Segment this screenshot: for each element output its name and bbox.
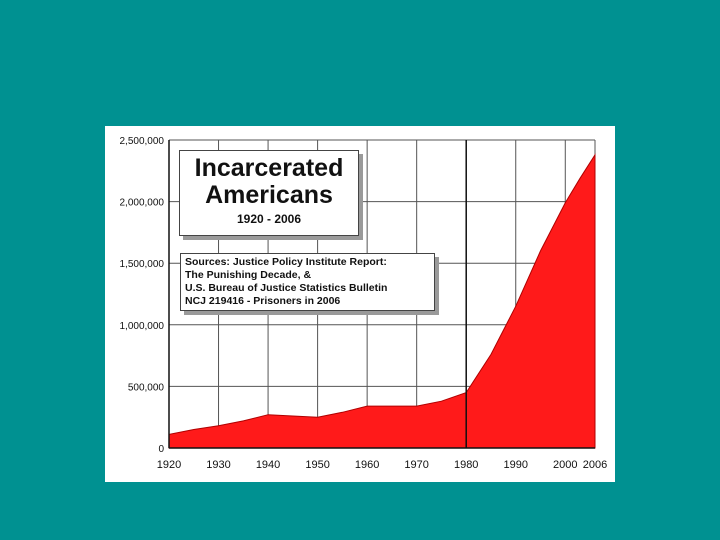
y-tick-label: 2,500,000 bbox=[120, 136, 165, 147]
chart-title-box: Incarcerated Americans 1920 - 2006 bbox=[179, 150, 359, 236]
y-tick-label: 500,000 bbox=[128, 382, 165, 393]
x-tick-label: 1950 bbox=[305, 459, 329, 471]
x-tick-label: 2006 bbox=[583, 459, 607, 471]
x-tick-label: 1930 bbox=[206, 459, 230, 471]
x-tick-label: 1960 bbox=[355, 459, 379, 471]
source-line-3: U.S. Bureau of Justice Statistics Bullet… bbox=[185, 282, 388, 294]
chart-subtitle: 1920 - 2006 bbox=[236, 212, 302, 226]
x-tick-label: 2000 bbox=[553, 459, 577, 471]
chart-panel: 0 500,000 1,000,000 1,500,000 2,000,000 2,500… bbox=[105, 126, 615, 482]
sources-box: Sources: Justice Policy Institute Report… bbox=[180, 253, 435, 311]
x-tick-label: 1920 bbox=[157, 459, 181, 471]
chart-title-line-2: Americans bbox=[205, 181, 333, 209]
x-tick-label: 1980 bbox=[454, 459, 478, 471]
y-tick-label: 1,000,000 bbox=[120, 321, 165, 332]
y-tick-label: 1,500,000 bbox=[120, 259, 165, 270]
incarceration-area bbox=[168, 153, 596, 449]
source-line-4: NCJ 219416 - Prisoners in 2006 bbox=[185, 295, 341, 307]
y-tick-label: 0 bbox=[158, 444, 164, 455]
source-line-2: The Punishing Decade, & bbox=[185, 269, 312, 281]
x-tick-label: 1970 bbox=[404, 459, 428, 471]
y-tick-label: 2,000,000 bbox=[120, 198, 165, 209]
source-line-1: Sources: Justice Policy Institute Report… bbox=[185, 256, 387, 268]
x-tick-label: 1990 bbox=[504, 459, 528, 471]
x-tick-label: 1940 bbox=[256, 459, 280, 471]
chart-title-line-1: Incarcerated bbox=[194, 154, 344, 182]
